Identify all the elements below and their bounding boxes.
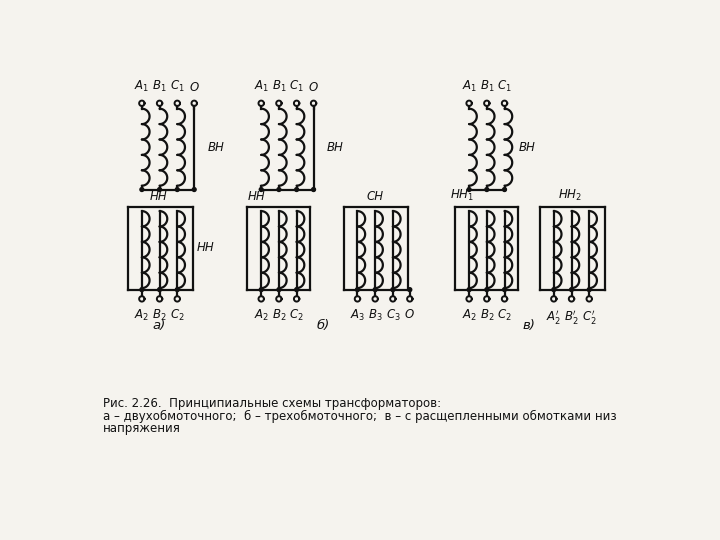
Polygon shape bbox=[391, 288, 395, 292]
Polygon shape bbox=[174, 296, 180, 301]
Polygon shape bbox=[139, 100, 145, 106]
Text: $C_3$: $C_3$ bbox=[385, 308, 400, 323]
Text: $A_3$: $A_3$ bbox=[350, 308, 365, 323]
Text: а): а) bbox=[153, 319, 166, 332]
Polygon shape bbox=[192, 100, 197, 106]
Text: $O$: $O$ bbox=[189, 81, 199, 94]
Text: напряжения: напряжения bbox=[104, 422, 181, 435]
Text: $B_1$: $B_1$ bbox=[480, 79, 494, 94]
Polygon shape bbox=[176, 187, 179, 192]
Polygon shape bbox=[140, 187, 144, 192]
Polygon shape bbox=[373, 288, 377, 292]
Text: $O$: $O$ bbox=[405, 308, 415, 321]
Text: $B_2'$: $B_2'$ bbox=[564, 308, 579, 326]
Text: $C_1$: $C_1$ bbox=[498, 79, 512, 94]
Text: НН: НН bbox=[248, 191, 265, 204]
Polygon shape bbox=[551, 296, 557, 301]
Text: $A_2$: $A_2$ bbox=[253, 308, 269, 323]
Polygon shape bbox=[294, 100, 300, 106]
Text: $B_1$: $B_1$ bbox=[153, 79, 167, 94]
Polygon shape bbox=[294, 187, 299, 192]
Polygon shape bbox=[311, 100, 316, 106]
Text: $C_1$: $C_1$ bbox=[289, 79, 304, 94]
Text: в): в) bbox=[523, 319, 536, 332]
Polygon shape bbox=[174, 100, 180, 106]
Text: $A_1$: $A_1$ bbox=[462, 79, 477, 94]
Text: $B_3$: $B_3$ bbox=[368, 308, 382, 323]
Polygon shape bbox=[192, 187, 196, 192]
Polygon shape bbox=[502, 100, 507, 106]
Text: $A_2'$: $A_2'$ bbox=[546, 308, 562, 326]
Polygon shape bbox=[467, 296, 472, 301]
Polygon shape bbox=[158, 288, 161, 292]
Text: НН: НН bbox=[150, 191, 167, 204]
Polygon shape bbox=[552, 288, 556, 292]
Text: ВН: ВН bbox=[207, 141, 224, 154]
Polygon shape bbox=[157, 296, 162, 301]
Polygon shape bbox=[294, 296, 300, 301]
Polygon shape bbox=[294, 288, 299, 292]
Polygon shape bbox=[176, 288, 179, 292]
Polygon shape bbox=[277, 288, 281, 292]
Polygon shape bbox=[407, 296, 413, 301]
Polygon shape bbox=[390, 296, 395, 301]
Polygon shape bbox=[158, 187, 161, 192]
Text: СН: СН bbox=[366, 191, 384, 204]
Text: $C_2'$: $C_2'$ bbox=[582, 308, 597, 326]
Polygon shape bbox=[485, 288, 489, 292]
Text: $A_2$: $A_2$ bbox=[462, 308, 477, 323]
Polygon shape bbox=[372, 296, 378, 301]
Text: ВН: ВН bbox=[327, 141, 343, 154]
Text: а – двухобмоточного;  б – трехобмоточного;  в – с расщепленными обмотками низ: а – двухобмоточного; б – трехобмоточного… bbox=[104, 410, 617, 423]
Polygon shape bbox=[467, 187, 471, 192]
Text: Рис. 2.26.  Принципиальные схемы трансформаторов:: Рис. 2.26. Принципиальные схемы трансфор… bbox=[104, 397, 441, 410]
Polygon shape bbox=[276, 296, 282, 301]
Polygon shape bbox=[484, 296, 490, 301]
Text: $C_2$: $C_2$ bbox=[498, 308, 512, 323]
Text: $B_2$: $B_2$ bbox=[271, 308, 286, 323]
Text: $C_1$: $C_1$ bbox=[170, 79, 184, 94]
Polygon shape bbox=[467, 100, 472, 106]
Polygon shape bbox=[258, 296, 264, 301]
Polygon shape bbox=[570, 288, 573, 292]
Text: $НН_2$: $НН_2$ bbox=[558, 188, 582, 204]
Polygon shape bbox=[588, 288, 591, 292]
Polygon shape bbox=[356, 288, 359, 292]
Text: б): б) bbox=[317, 319, 330, 332]
Text: $C_2$: $C_2$ bbox=[289, 308, 304, 323]
Polygon shape bbox=[259, 288, 263, 292]
Polygon shape bbox=[569, 296, 575, 301]
Text: $A_1$: $A_1$ bbox=[253, 79, 269, 94]
Text: $O$: $O$ bbox=[308, 81, 319, 94]
Text: $B_2$: $B_2$ bbox=[153, 308, 167, 323]
Polygon shape bbox=[503, 288, 506, 292]
Polygon shape bbox=[408, 288, 412, 292]
Polygon shape bbox=[277, 187, 281, 192]
Polygon shape bbox=[259, 187, 263, 192]
Polygon shape bbox=[139, 296, 145, 301]
Polygon shape bbox=[258, 100, 264, 106]
Polygon shape bbox=[587, 296, 592, 301]
Polygon shape bbox=[485, 187, 489, 192]
Text: $B_2$: $B_2$ bbox=[480, 308, 494, 323]
Polygon shape bbox=[467, 288, 471, 292]
Text: ВН: ВН bbox=[519, 141, 536, 154]
Text: $A_2$: $A_2$ bbox=[135, 308, 150, 323]
Text: $B_1$: $B_1$ bbox=[271, 79, 286, 94]
Polygon shape bbox=[312, 187, 315, 192]
Polygon shape bbox=[502, 296, 507, 301]
Text: $A_1$: $A_1$ bbox=[134, 79, 150, 94]
Polygon shape bbox=[140, 288, 144, 292]
Text: НН: НН bbox=[197, 241, 215, 254]
Polygon shape bbox=[157, 100, 162, 106]
Text: $C_2$: $C_2$ bbox=[170, 308, 184, 323]
Polygon shape bbox=[484, 100, 490, 106]
Polygon shape bbox=[503, 187, 506, 192]
Polygon shape bbox=[355, 296, 360, 301]
Polygon shape bbox=[276, 100, 282, 106]
Text: $НН_1$: $НН_1$ bbox=[450, 188, 474, 204]
